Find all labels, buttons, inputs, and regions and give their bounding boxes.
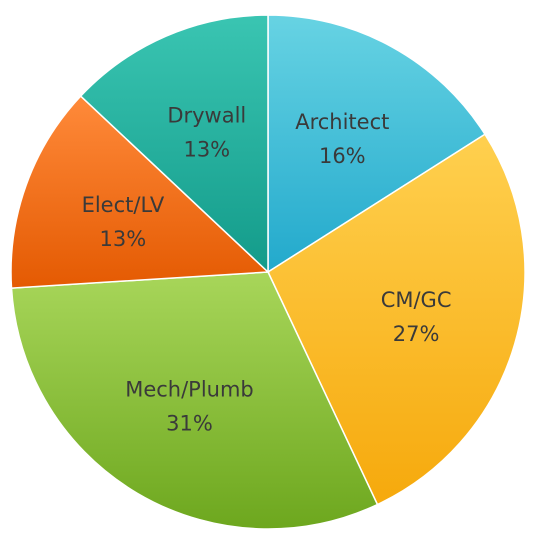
pie-slice-cm-gc (267, 133, 526, 506)
pie-slice-elect-lv (10, 95, 270, 289)
slice-percent-architect: 16% (319, 144, 366, 168)
pie-slice-drywall (79, 14, 269, 274)
slice-percent-mech-plumb: 31% (166, 412, 213, 436)
slice-label-elect-lv: Elect/LV (82, 193, 165, 217)
slice-label-drywall: Drywall (167, 104, 246, 128)
pie-slice-mech-plumb (10, 271, 379, 530)
slice-label-architect: Architect (295, 110, 389, 134)
slices-layer (10, 14, 526, 530)
labels-layer: Architect 16% CM/GC 27% Mech/Plumb 31% Elect/L… (82, 104, 452, 436)
slice-percent-drywall: 13% (183, 138, 230, 162)
pie-slice-architect (267, 14, 487, 274)
slice-label-mech-plumb: Mech/Plumb (125, 378, 254, 402)
slice-label-cm-gc: CM/GC (381, 288, 452, 312)
slice-percent-cm-gc: 27% (393, 322, 440, 346)
slice-percent-elect-lv: 13% (100, 227, 147, 251)
